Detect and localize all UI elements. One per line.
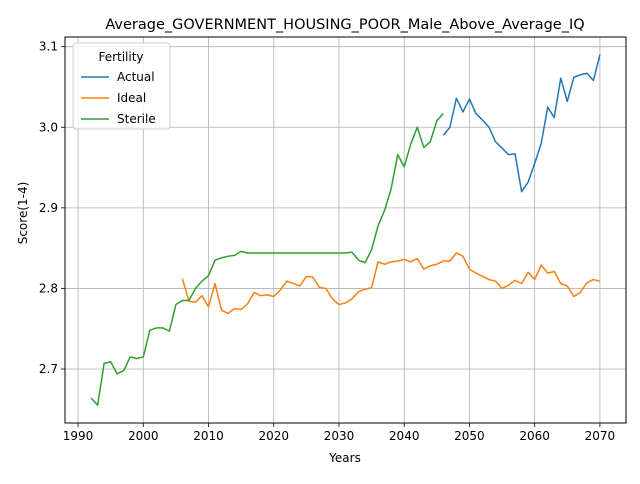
legend-box (72, 42, 171, 130)
x-tick-label: 2040 (389, 429, 420, 443)
series-lines (90, 54, 601, 407)
x-tick-label: 2010 (193, 429, 224, 443)
legend: Fertility Actual Ideal Sterile (72, 42, 171, 130)
x-axis-label: Years (328, 451, 361, 465)
grid (65, 37, 626, 423)
legend-label-actual: Actual (117, 70, 155, 84)
axis-ticks: 1990 2000 2010 2020 2030 2040 2050 2060 2070 2.7 2… (39, 40, 615, 443)
x-tick-label: 2050 (454, 429, 485, 443)
chart-title: Average_GOVERNMENT_HOUSING_POOR_Male_Abo… (105, 17, 584, 33)
x-tick-label: 2030 (324, 429, 355, 443)
y-tick-label: 2.7 (39, 362, 58, 376)
legend-title: Fertility (98, 50, 143, 64)
x-tick-label: 2000 (128, 429, 159, 443)
series-line-actual (442, 54, 601, 193)
y-tick-label: 3.0 (39, 120, 58, 134)
plot-frame (64, 36, 627, 424)
y-tick-label: 2.8 (39, 281, 58, 295)
y-axis-label: Score(1-4) (16, 182, 30, 245)
x-tick-label: 2070 (585, 429, 616, 443)
y-tick-label: 3.1 (39, 40, 58, 54)
legend-label-ideal: Ideal (117, 91, 146, 105)
series-line-ideal (181, 252, 601, 315)
x-tick-label: 1990 (63, 429, 94, 443)
y-tick-label: 2.9 (39, 201, 58, 215)
x-tick-label: 2060 (519, 429, 550, 443)
legend-label-sterile: Sterile (117, 112, 156, 126)
series-line-sterile (90, 113, 444, 407)
x-tick-label: 2020 (258, 429, 289, 443)
